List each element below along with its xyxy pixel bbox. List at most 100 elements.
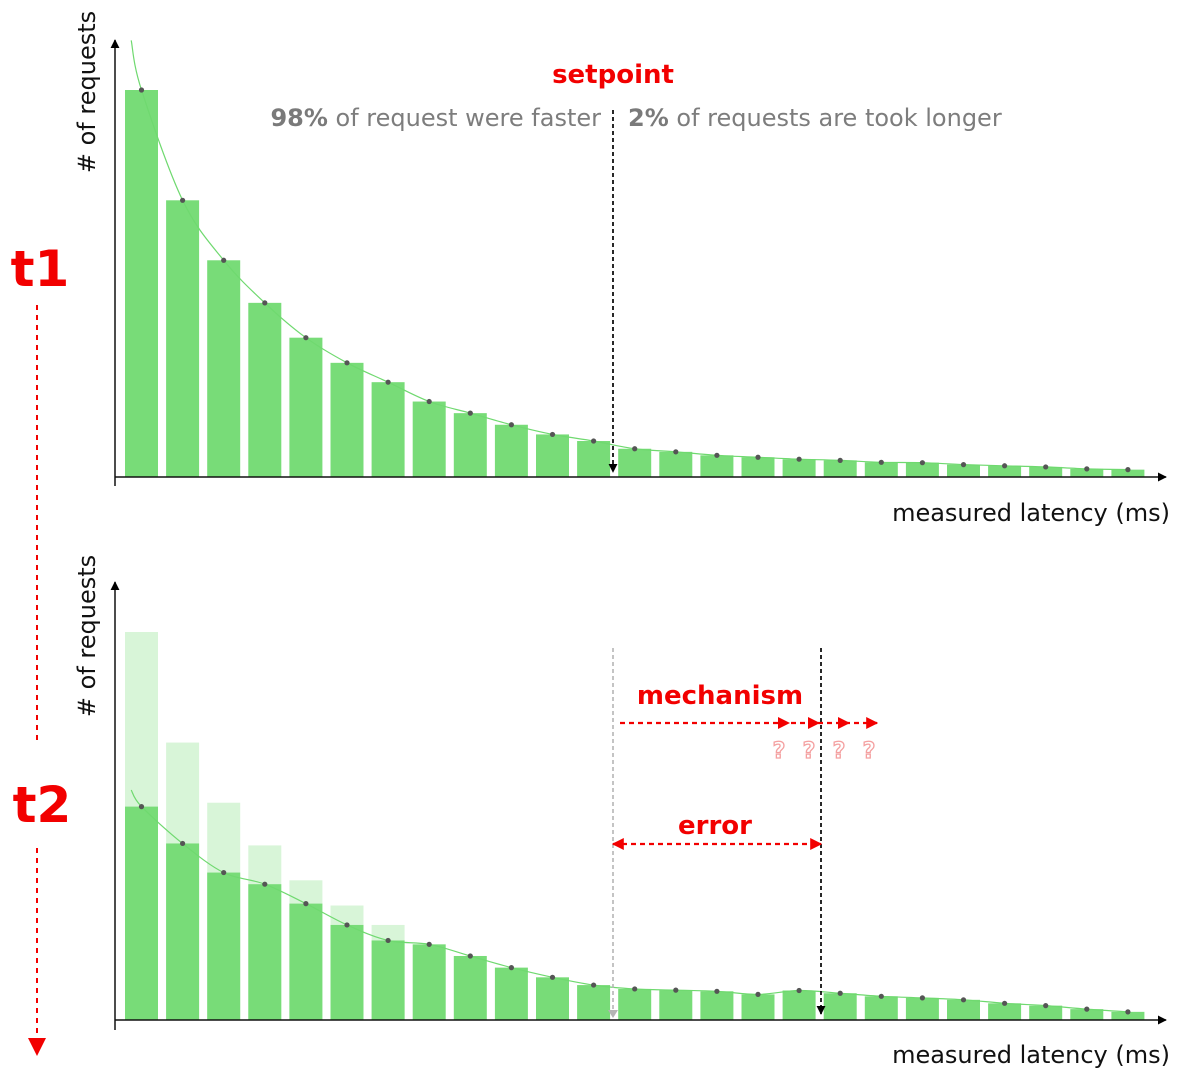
chart-t2-bar: [371, 940, 405, 1020]
chart-t2-point: [796, 987, 802, 994]
chart-t2-bar: [289, 903, 323, 1020]
chart-t2-points: [138, 804, 1131, 1015]
chart-t2-point: [426, 941, 432, 947]
chart-t1-slower-note: 2% of requests are took longer: [628, 104, 1002, 132]
chart-t2-point: [385, 937, 391, 944]
chart-t2-bar: [536, 977, 569, 1020]
chart-t1-bar: [1111, 469, 1145, 477]
chart-t1-bar: [618, 448, 652, 477]
chart-t1-point: [714, 452, 720, 458]
chart-t2-point: [714, 988, 720, 994]
chart-t1-point: [385, 379, 391, 385]
chart-t1-point: [549, 431, 556, 438]
chart-t2-question-mark: ?: [833, 739, 846, 764]
chart-t1-slower-text: of requests are took longer: [669, 104, 1002, 132]
chart-t1-point: [262, 300, 268, 306]
chart-t2-bars: [125, 806, 1145, 1020]
chart-t1-point: [673, 449, 679, 455]
chart-t1-point: [508, 422, 514, 428]
chart-t2-bar: [988, 1003, 1022, 1020]
chart-t2-bar: [782, 990, 816, 1020]
chart-t1-bars: [125, 90, 1145, 478]
chart-t2-question-mark: ?: [863, 739, 876, 764]
timeline-start-label: t1: [11, 240, 70, 298]
chart-t2-bar: [700, 991, 734, 1020]
chart-t1-point: [755, 454, 761, 460]
chart-t1-bar: [166, 200, 200, 478]
chart-t2-point: [960, 997, 967, 1003]
chart-t1-bar: [371, 382, 405, 477]
chart-t1-faster-note: 98% of request were faster: [270, 104, 601, 132]
chart-t1-bar: [905, 462, 939, 477]
chart-t1-bar: [1029, 466, 1063, 477]
chart-t1-point: [344, 360, 350, 366]
chart-t2-point: [467, 953, 473, 959]
chart-t2-bar: [864, 996, 898, 1020]
chart-t1-trend-curve: [130, 40, 1128, 471]
chart-t1-bar: [782, 459, 816, 477]
chart-t1-point: [632, 446, 638, 452]
chart-t1-slower-percent: 2%: [628, 104, 669, 132]
chart-t1-bar: [700, 455, 734, 477]
timeline: t1 t2: [11, 240, 72, 1056]
chart-t2-bar: [659, 990, 693, 1020]
chart-t2-bar: [248, 884, 282, 1020]
chart-t2-bar: [823, 993, 857, 1020]
chart-t2-point: [878, 993, 884, 999]
chart-t1: # of requests measured latency (ms) setp…: [73, 11, 1170, 527]
chart-t2-point: [837, 990, 843, 996]
chart-t1-bar: [659, 451, 693, 477]
chart-t2-trend-curve: [130, 789, 1128, 1013]
chart-t2-x-axis-title: measured latency (ms): [892, 1041, 1170, 1069]
chart-t1-bar: [536, 434, 569, 477]
chart-t1-bar: [330, 362, 364, 477]
chart-t1-point: [837, 457, 843, 463]
chart-t2-bar: [947, 999, 980, 1020]
chart-t2-point: [673, 987, 679, 993]
chart-t2-point: [755, 991, 761, 997]
chart-t1-bar: [248, 302, 282, 477]
chart-t1-bar: [494, 424, 528, 477]
chart-t1-bar: [741, 457, 775, 477]
chart-t1-point: [878, 459, 884, 465]
chart-t2-point: [591, 982, 597, 988]
chart-t1-bar: [1070, 468, 1104, 477]
chart-t2-bar: [905, 997, 939, 1020]
chart-t2-bar: [453, 955, 487, 1020]
chart-t2-point: [1002, 1000, 1008, 1006]
chart-t1-faster-percent: 98%: [270, 104, 327, 132]
chart-t2-previous-setpoint-arrowhead-icon: [608, 1010, 618, 1018]
chart-t1-point: [1043, 464, 1049, 470]
chart-t2-point: [919, 995, 926, 1001]
chart-t1-point: [303, 335, 309, 341]
chart-t1-bar: [947, 464, 980, 477]
chart-t1-bar: [988, 465, 1022, 477]
chart-t1-point: [138, 87, 145, 93]
chart-t2-mechanism-label: mechanism: [637, 681, 803, 711]
chart-t1-bar: [453, 413, 487, 477]
chart-t2-y-axis-title: # of requests: [73, 555, 101, 717]
chart-t2-question-mark: ?: [773, 739, 786, 764]
chart-t2-point: [549, 974, 556, 980]
chart-t2: # of requests measured latency (ms) mech…: [73, 555, 1170, 1069]
chart-t2-point: [1084, 1006, 1090, 1012]
chart-t1-point: [796, 456, 802, 462]
chart-t1-bar: [289, 337, 323, 477]
timeline-end-label: t2: [13, 776, 72, 834]
chart-t1-x-axis-title: measured latency (ms): [892, 499, 1170, 527]
chart-t1-point: [960, 462, 967, 468]
chart-t2-bar: [741, 994, 775, 1020]
chart-t2-mechanism-step-arrowhead-icon: [808, 717, 820, 729]
chart-t1-setpoint-label: setpoint: [552, 60, 674, 90]
chart-t2-point: [508, 965, 514, 971]
chart-t2-bar: [207, 872, 241, 1020]
chart-t1-bar: [577, 441, 611, 477]
chart-t1-point: [1125, 467, 1131, 473]
chart-t2-bar: [1029, 1005, 1063, 1020]
chart-t1-point: [1084, 466, 1090, 472]
chart-t1-point: [467, 410, 473, 416]
chart-t2-point: [344, 922, 350, 928]
chart-t2-bar: [494, 967, 528, 1020]
chart-t2-bar: [1111, 1011, 1145, 1020]
